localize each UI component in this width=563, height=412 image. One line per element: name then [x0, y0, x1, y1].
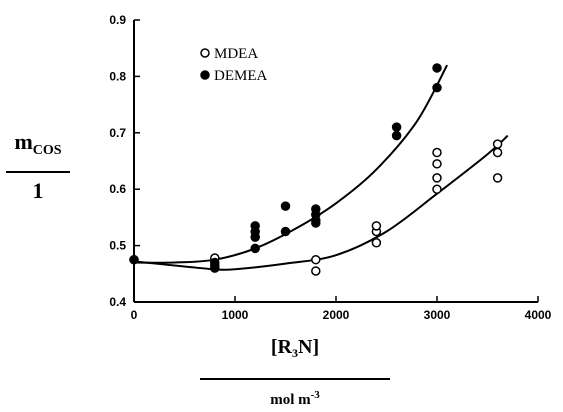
- data-point-mdea: [492, 147, 503, 158]
- legend-label-demea: DEMEA: [214, 68, 267, 84]
- data-point-demea: [210, 263, 220, 273]
- legend-marker-demea: [200, 70, 210, 80]
- data-point-mdea: [432, 159, 442, 169]
- data-point-mdea: [371, 238, 382, 248]
- data-point-mdea: [311, 254, 321, 265]
- data-point-mdea: [432, 173, 442, 183]
- y-axis-label-fraction-bar: [6, 171, 70, 173]
- data-points: [129, 63, 503, 276]
- x-tick-label: 1000: [222, 308, 249, 322]
- data-point-demea: [280, 201, 291, 211]
- x-axis-label-numerator: [R3N]: [270, 336, 320, 360]
- data-point-demea: [432, 63, 442, 73]
- y-tick-label: 0.8: [109, 69, 126, 83]
- data-point-demea: [250, 243, 260, 254]
- data-point-mdea: [432, 184, 442, 194]
- x-axis-label: [R3N] mol m-3: [200, 336, 390, 409]
- data-point-demea: [391, 122, 402, 132]
- x-tick-label: 3000: [424, 308, 451, 322]
- y-tick-label: 0.5: [109, 239, 126, 253]
- legend: MDEA DEMEA: [200, 46, 267, 84]
- x-tick-label: 4000: [525, 308, 552, 322]
- data-point-demea: [129, 254, 139, 265]
- data-point-demea: [432, 82, 442, 93]
- legend-label-mdea: MDEA: [214, 46, 258, 62]
- ticks: 0.4 0.5 0.6 0.7 0.8 0.9 0 1000 2000 3000 4000: [109, 13, 551, 322]
- x-axis-label-denominator: mol m-3: [270, 389, 320, 408]
- data-point-demea: [250, 232, 260, 242]
- y-axis-label-numerator: mCOS: [14, 129, 62, 159]
- fit-curves: [133, 64, 509, 271]
- data-point-demea: [280, 226, 291, 237]
- legend-marker-mdea: [200, 48, 210, 58]
- data-point-mdea: [371, 221, 382, 231]
- data-point-demea: [391, 130, 402, 141]
- x-axis-label-fraction-bar: [200, 378, 390, 380]
- data-point-mdea: [492, 173, 503, 183]
- y-tick-label: 0.7: [109, 126, 126, 140]
- y-axis-label-denominator: 1: [32, 178, 44, 203]
- y-tick-label: 0.4: [109, 295, 126, 309]
- axes: [133, 20, 538, 303]
- data-point-mdea: [311, 266, 321, 276]
- fit-curve-demea: [133, 64, 448, 264]
- y-tick-label: 0.6: [109, 182, 126, 196]
- y-tick-label: 0.9: [109, 13, 126, 27]
- data-point-mdea: [432, 147, 442, 158]
- data-point-demea: [311, 218, 321, 228]
- y-axis-label: mCOS 1: [2, 130, 74, 203]
- x-tick-label: 0: [131, 308, 138, 322]
- data-point-mdea: [492, 139, 503, 149]
- fit-curve-mdea: [133, 134, 509, 271]
- x-tick-label: 2000: [323, 308, 350, 322]
